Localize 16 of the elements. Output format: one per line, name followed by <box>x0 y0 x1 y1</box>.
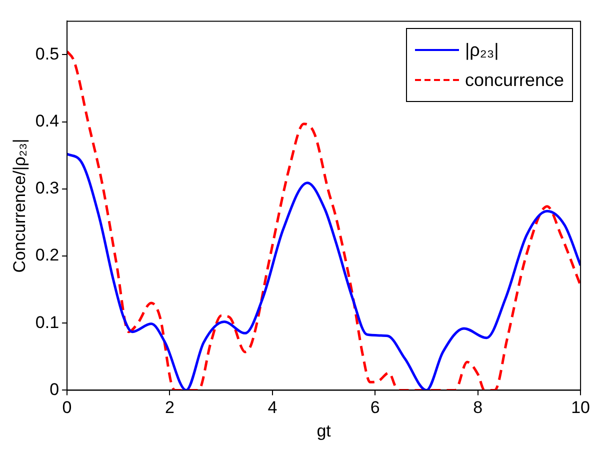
y-tick-label: 0.1 <box>35 312 60 332</box>
y-tick-label: 0.2 <box>35 246 60 265</box>
y-tick-label: 0 <box>50 380 60 399</box>
y-tick-label: 0.3 <box>35 178 60 198</box>
y-axis-title: Concurrence/|ρ₂₃| <box>10 138 29 273</box>
y-tick-label: 0.4 <box>35 112 60 131</box>
x-tick-label: 8 <box>473 398 483 418</box>
x-axis-title: gt <box>316 421 332 440</box>
legend-label: concurrence <box>464 69 564 92</box>
x-tick-label: 6 <box>370 398 380 418</box>
legend-label: |ρ₂₃| <box>464 39 499 62</box>
x-tick-label: 2 <box>165 398 174 418</box>
x-tick-label: 0 <box>62 398 72 418</box>
x-tick-label: 10 <box>571 398 590 418</box>
x-tick-label: 4 <box>268 398 278 418</box>
y-tick-label: 0.5 <box>35 44 60 64</box>
